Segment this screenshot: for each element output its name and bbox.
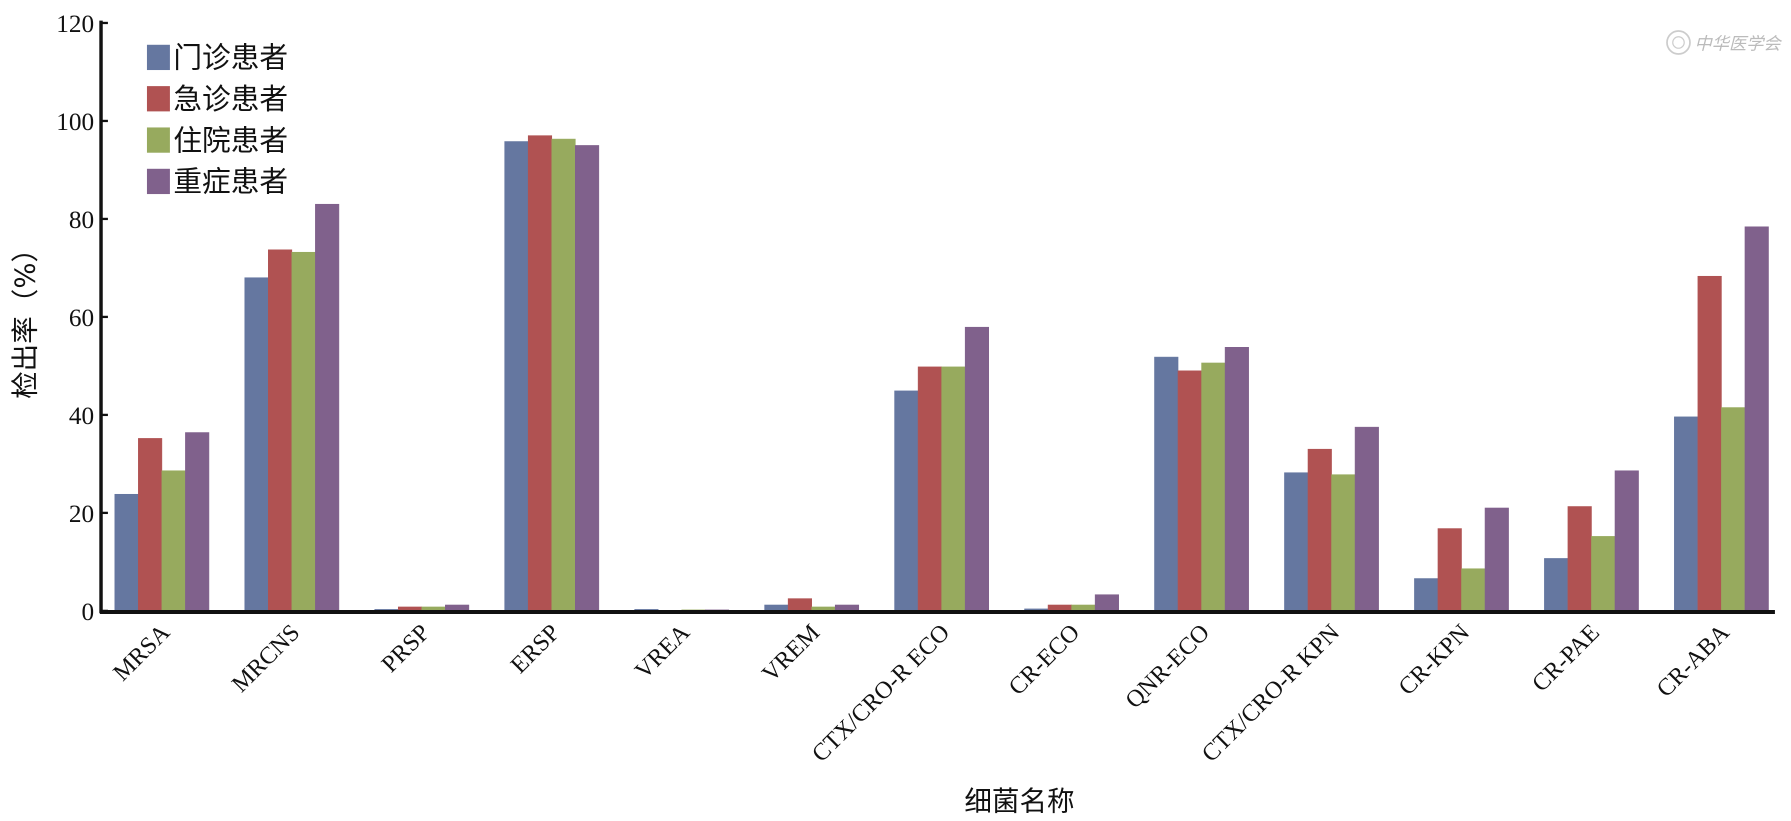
bar-CTX/CRO-R ECO-住院患者 (941, 366, 966, 612)
bar-VREM-重症患者 (834, 604, 860, 612)
bar-ERSP-重症患者 (575, 145, 600, 612)
bar-CR-PAE-急诊患者 (1567, 506, 1592, 612)
bar-CR-PAE-住院患者 (1591, 536, 1616, 612)
legend-swatch (146, 86, 170, 112)
x-tick-label: CTX/CRO-R KPN (1197, 620, 1345, 768)
bar-QNR-ECO-门诊患者 (1154, 356, 1179, 612)
bar-VREM-急诊患者 (787, 598, 812, 612)
x-tick-label: PRSP (377, 620, 435, 678)
bar-CR-KPN-急诊患者 (1437, 528, 1462, 612)
bar-CR-ABA-住院患者 (1721, 407, 1746, 612)
x-tick-label: VREA (630, 619, 695, 684)
y-tick-label: 0 (82, 598, 95, 626)
bar-CR-ABA-急诊患者 (1697, 275, 1722, 612)
bar-CR-KPN-门诊患者 (1414, 578, 1439, 612)
watermark-logo: 中华医学会 (1666, 30, 1783, 55)
y-tick-label: 80 (69, 206, 94, 234)
bar-CTX/CRO-R ECO-重症患者 (964, 326, 990, 612)
bar-CR-ABA-门诊患者 (1674, 416, 1699, 612)
bar-MRCNS-门诊患者 (244, 277, 269, 612)
bar-QNR-ECO-住院患者 (1201, 362, 1226, 612)
bar-CTX/CRO-R KPN-住院患者 (1331, 474, 1356, 612)
bar-QNR-ECO-急诊患者 (1177, 370, 1202, 612)
bar-CR-PAE-门诊患者 (1544, 558, 1569, 612)
x-tick-label: CR-ABA (1652, 619, 1735, 702)
bar-CTX/CRO-R KPN-重症患者 (1354, 426, 1379, 612)
bars-layer (114, 135, 1769, 612)
legend-label: 住院患者 (173, 123, 288, 157)
x-tick-label: CR-PAE (1527, 620, 1604, 697)
bar-CR-PAE-重症患者 (1614, 470, 1639, 612)
x-tick-label: VREM (757, 620, 825, 688)
bar-MRSA-重症患者 (185, 432, 210, 612)
bar-CR-ABA-重症患者 (1744, 226, 1769, 612)
bar-PRSP-重症患者 (445, 604, 470, 612)
y-tick-label: 120 (56, 10, 94, 38)
y-axis-label: 检出率（%） (9, 235, 41, 399)
x-axis-label: 细菌名称 (964, 786, 1074, 818)
legend-label: 重症患者 (173, 165, 288, 199)
legend-label: 门诊患者 (173, 41, 288, 75)
bar-CR-ECO-重症患者 (1094, 594, 1119, 612)
bar-MRSA-门诊患者 (114, 493, 139, 612)
bar-CTX/CRO-R KPN-急诊患者 (1307, 448, 1332, 612)
bar-ERSP-住院患者 (551, 138, 576, 612)
legend-swatch (146, 168, 170, 195)
bar-CTX/CRO-R ECO-门诊患者 (894, 390, 919, 612)
y-ticks: 0 20 40 60 80 100 120 (56, 10, 108, 626)
y-tick-label: 60 (69, 304, 94, 332)
bar-QNR-ECO-重症患者 (1224, 347, 1249, 612)
bar-CR-KPN-重症患者 (1484, 507, 1509, 612)
x-tick-label: ERSP (506, 620, 565, 679)
x-tick-label: MRSA (109, 619, 176, 686)
bar-MRCNS-住院患者 (291, 251, 316, 612)
bar-MRCNS-急诊患者 (268, 249, 293, 612)
bar-MRSA-急诊患者 (138, 438, 163, 612)
legend-swatch (146, 127, 170, 153)
bar-VREM-门诊患者 (764, 604, 789, 612)
bar-ERSP-急诊患者 (527, 135, 553, 612)
x-tick-label: MRCNS (227, 620, 305, 698)
bar-CR-ECO-住院患者 (1071, 604, 1096, 612)
watermark-text: 中华医学会 (1695, 34, 1783, 53)
legend-label: 急诊患者 (173, 82, 288, 116)
bar-CTX/CRO-R KPN-门诊患者 (1284, 472, 1309, 612)
bar-MRSA-住院患者 (161, 470, 186, 612)
x-tick-label: CTX/CRO-R ECO (807, 620, 955, 768)
bar-ERSP-门诊患者 (504, 141, 529, 612)
y-tick-label: 40 (69, 402, 94, 430)
x-tick-label: CR-ECO (1004, 620, 1085, 701)
bar-MRCNS-重症患者 (315, 203, 340, 612)
bar-CR-KPN-住院患者 (1461, 568, 1486, 612)
y-tick-label: 100 (56, 108, 94, 136)
legend-swatch (146, 44, 170, 71)
bar-CTX/CRO-R ECO-急诊患者 (917, 366, 942, 612)
y-tick-label: 20 (69, 500, 94, 528)
x-tick-label: CR-KPN (1394, 620, 1475, 701)
bar-CR-ECO-急诊患者 (1047, 604, 1072, 612)
x-tick-label: QNR-ECO (1121, 620, 1215, 714)
